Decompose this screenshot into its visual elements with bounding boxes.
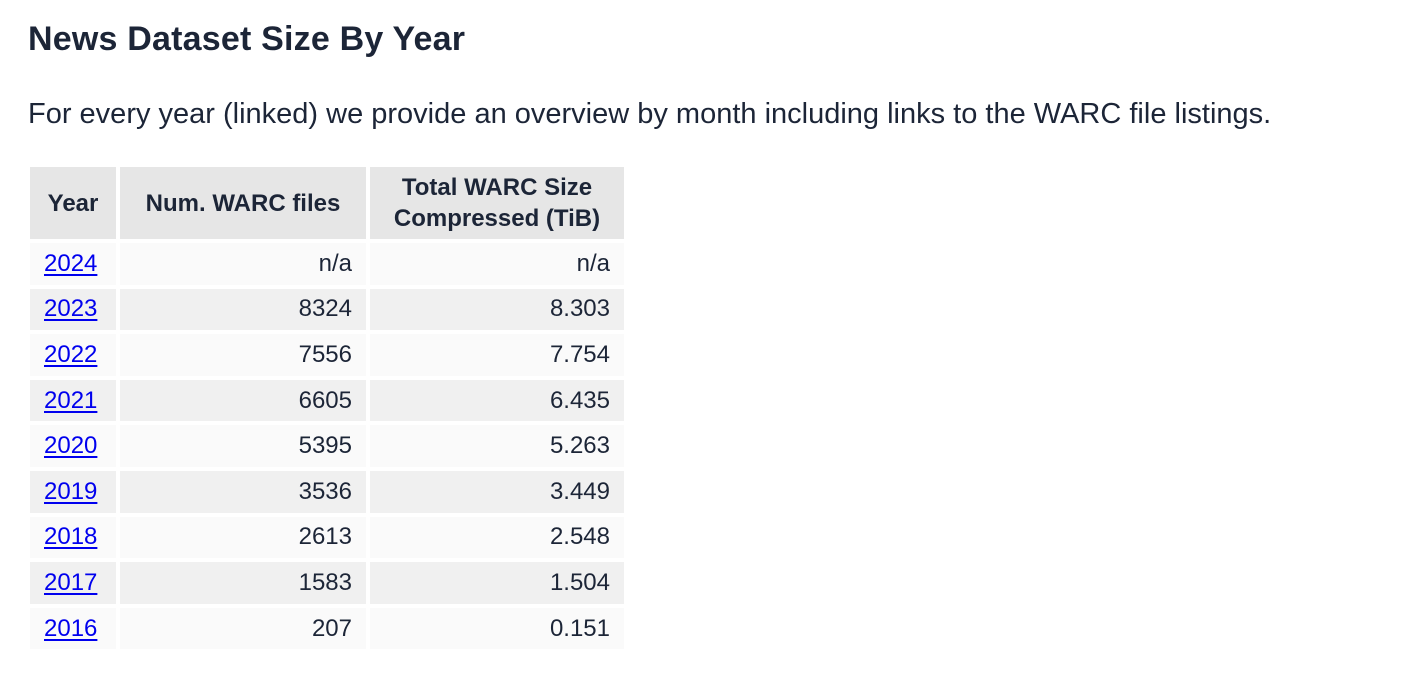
header-total-warc-size-line2: Compressed (TiB): [393, 205, 601, 232]
year-cell: 2020: [30, 425, 116, 467]
year-cell: 2024: [30, 243, 116, 285]
header-num-warc-files: Num. WARC files: [120, 167, 366, 239]
table-row: 2023 8324 8.303: [30, 288, 624, 331]
num-files-cell: 3536: [120, 470, 366, 513]
num-files-cell: 2613: [120, 516, 366, 559]
size-cell: 7.754: [370, 334, 624, 376]
num-files-cell: 7556: [120, 334, 366, 376]
table-row: 2021 6605 6.435: [30, 379, 624, 422]
table-row: 2020 5395 5.263: [30, 425, 624, 467]
num-files-cell: 8324: [120, 288, 366, 331]
year-cell: 2018: [30, 516, 116, 559]
size-cell: 1.504: [370, 562, 624, 604]
size-cell: n/a: [370, 243, 624, 285]
year-link[interactable]: 2021: [44, 386, 98, 414]
table-header: Year Num. WARC files Total WARC Size Com…: [30, 167, 624, 239]
header-year: Year: [30, 167, 116, 239]
header-total-warc-size: Total WARC Size Compressed (TiB): [370, 167, 624, 239]
num-files-cell: 1583: [120, 562, 366, 604]
table-row: 2018 2613 2.548: [30, 516, 624, 559]
header-total-warc-size-line1: Total WARC Size: [401, 174, 593, 201]
year-link[interactable]: 2016: [44, 614, 98, 642]
intro-text: For every year (linked) we provide an ov…: [28, 98, 1272, 130]
num-files-cell: n/a: [120, 243, 366, 285]
year-cell: 2017: [30, 562, 116, 604]
num-files-cell: 6605: [120, 379, 366, 422]
table-row: 2016 207 0.151: [30, 607, 624, 650]
table-body: 2024 n/a n/a 2023 8324 8.303 2022 7556 7…: [30, 243, 624, 650]
table-row: 2017 1583 1.504: [30, 562, 624, 604]
size-cell: 6.435: [370, 379, 624, 422]
num-files-cell: 5395: [120, 425, 366, 467]
num-files-cell: 207: [120, 607, 366, 650]
year-cell: 2021: [30, 379, 116, 422]
year-link[interactable]: 2017: [44, 568, 98, 596]
year-link[interactable]: 2020: [44, 432, 98, 460]
year-cell: 2019: [30, 470, 116, 513]
year-link[interactable]: 2018: [44, 523, 98, 551]
size-cell: 2.548: [370, 516, 624, 559]
size-cell: 3.449: [370, 470, 624, 513]
dataset-size-table: Year Num. WARC files Total WARC Size Com…: [26, 163, 628, 653]
year-link[interactable]: 2022: [44, 340, 98, 368]
size-cell: 5.263: [370, 425, 624, 467]
year-cell: 2022: [30, 334, 116, 376]
size-cell: 0.151: [370, 607, 624, 650]
year-link[interactable]: 2023: [44, 295, 98, 323]
size-cell: 8.303: [370, 288, 624, 331]
year-cell: 2016: [30, 607, 116, 650]
table-row: 2024 n/a n/a: [30, 243, 624, 285]
year-cell: 2023: [30, 288, 116, 331]
page-title: News Dataset Size By Year: [28, 20, 466, 58]
year-link[interactable]: 2024: [44, 249, 98, 277]
header-row: Year Num. WARC files Total WARC Size Com…: [30, 167, 624, 239]
table-row: 2022 7556 7.754: [30, 334, 624, 376]
year-link[interactable]: 2019: [44, 477, 98, 505]
table-row: 2019 3536 3.449: [30, 470, 624, 513]
